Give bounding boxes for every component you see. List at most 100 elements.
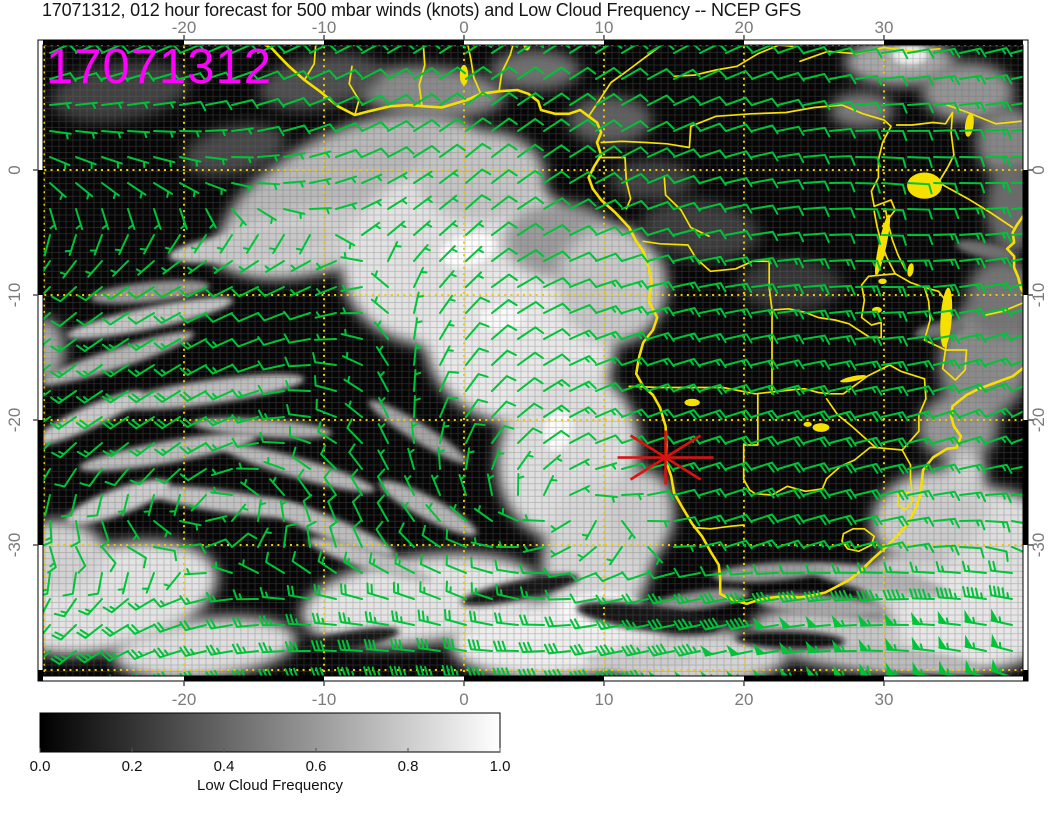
wind-barb <box>50 650 77 665</box>
wind-barb <box>569 92 597 106</box>
wind-barb <box>569 171 597 184</box>
cloud-blob <box>612 629 788 681</box>
wind-barb <box>374 320 389 340</box>
wind-barb <box>361 198 382 210</box>
wind-barb <box>959 182 986 194</box>
wind-barb <box>127 338 155 351</box>
frame-segment <box>744 40 884 45</box>
wind-barb <box>829 207 856 219</box>
wind-barb <box>49 416 77 430</box>
wind-barb <box>985 128 1012 140</box>
wind-barb <box>517 275 545 288</box>
cloud-blob <box>38 520 106 592</box>
wind-barb <box>985 546 1009 562</box>
wind-barb-pennant <box>858 638 870 652</box>
colorbar-gradient <box>39 712 501 753</box>
wind-barb <box>647 643 675 657</box>
wind-barb <box>543 92 571 106</box>
wind-barb <box>439 92 467 106</box>
wind-barb <box>413 220 433 236</box>
wind-barb <box>231 99 259 109</box>
wind-barb <box>621 492 644 501</box>
wind-barb <box>312 352 337 366</box>
wind-barb <box>127 649 155 660</box>
wind-barb <box>621 120 649 132</box>
wind-barb <box>410 421 418 444</box>
wind-barb <box>829 155 856 166</box>
wind-barb <box>419 553 441 574</box>
wind-barb <box>907 285 934 296</box>
wind-barb <box>139 234 155 255</box>
wind-barb <box>392 581 415 600</box>
wind-barb <box>881 541 909 552</box>
wind-barb <box>153 416 181 430</box>
wind-barb <box>595 619 623 631</box>
wind-barb <box>79 468 103 487</box>
wind-barb <box>205 286 233 298</box>
wind-barb <box>725 282 753 294</box>
frame-segment <box>1023 40 1028 170</box>
wind-barb <box>289 286 311 297</box>
wind-barb <box>102 598 129 614</box>
wind-barb <box>907 410 935 421</box>
wind-barb <box>314 375 337 392</box>
wind-barb <box>465 142 492 158</box>
lake <box>875 214 891 276</box>
wind-barb-pennant <box>991 633 1000 649</box>
wind-barb <box>777 309 805 320</box>
wind-barb <box>543 197 571 210</box>
wind-barb <box>907 310 934 321</box>
wind-barb <box>569 118 597 132</box>
wind-barb <box>54 468 77 488</box>
wind-barb <box>543 66 571 80</box>
wind-barb <box>75 43 103 54</box>
lat-axis-label-right: 0 <box>1029 165 1048 174</box>
lon-axis-label-top: 0 <box>459 18 468 37</box>
frame-segment <box>38 670 43 681</box>
wind-barb <box>127 101 150 109</box>
wind-barb <box>465 296 491 314</box>
red-star-spoke <box>629 434 702 481</box>
wind-barb <box>283 333 311 344</box>
wind-barb <box>306 520 317 548</box>
wind-barb <box>76 338 103 353</box>
wind-barb <box>376 494 389 522</box>
wind-barb <box>647 618 675 631</box>
wind-barb <box>882 589 909 601</box>
wind-barb <box>467 638 493 652</box>
wind-barb <box>64 234 77 256</box>
wind-barb <box>309 207 332 215</box>
wind-barb <box>855 75 883 86</box>
wind-barb <box>153 338 181 351</box>
wind-barb <box>699 592 727 605</box>
wind-barb <box>439 294 456 314</box>
wind-barb <box>673 593 701 605</box>
wind-barb <box>465 347 489 366</box>
wind-barb <box>907 182 933 195</box>
wind-barb <box>907 436 935 447</box>
frame-segment <box>38 545 43 670</box>
wind-barb <box>855 234 882 245</box>
wind-barb <box>335 95 363 106</box>
wind-barb <box>340 284 363 292</box>
wind-barb <box>387 172 408 184</box>
wind-barb <box>777 72 805 82</box>
wind-barb <box>829 47 857 58</box>
wind-barb <box>907 542 935 554</box>
wind-barb <box>699 229 727 240</box>
wind-barb-pennant <box>938 635 948 650</box>
wind-barb <box>933 384 961 395</box>
wind-barb <box>881 286 908 298</box>
wind-barb <box>75 130 98 139</box>
wind-barb <box>595 434 623 444</box>
wind-barb <box>595 356 623 366</box>
wind-barb <box>829 488 857 500</box>
wind-barb <box>377 423 389 444</box>
wind-barb <box>205 208 217 229</box>
wind-barb <box>595 572 623 583</box>
wind-barb <box>378 397 389 418</box>
wind-barb <box>231 208 247 228</box>
wind-barb <box>804 563 831 574</box>
wind-barb <box>335 149 363 159</box>
wind-barb <box>751 487 779 499</box>
